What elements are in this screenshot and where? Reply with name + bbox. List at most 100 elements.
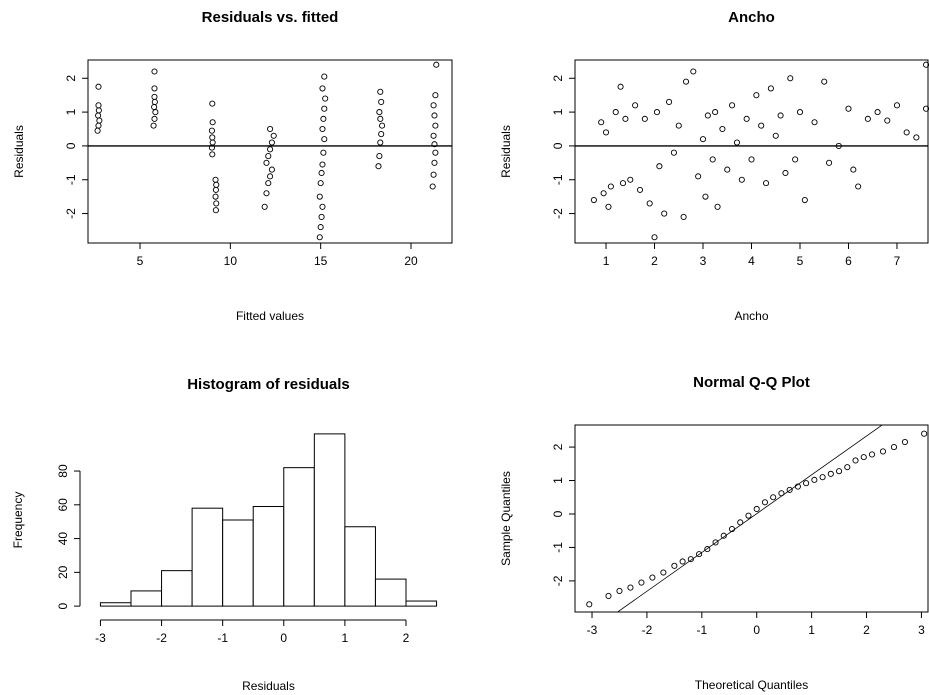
point	[431, 159, 438, 166]
x-tick-label: 0	[280, 631, 287, 645]
y-tick-label: -1	[551, 174, 565, 185]
y-tick-label: 0	[56, 602, 70, 609]
point	[605, 592, 612, 599]
point	[602, 129, 610, 136]
point	[712, 539, 719, 546]
x-tick-label: 6	[845, 254, 852, 268]
point	[376, 153, 383, 160]
point	[864, 115, 871, 122]
y-tick-label: 60	[56, 498, 70, 512]
point	[96, 117, 103, 124]
point	[431, 141, 438, 148]
point	[893, 102, 901, 109]
point	[322, 95, 329, 102]
chart-title: Ancho	[728, 9, 775, 26]
point	[150, 122, 157, 129]
x-tick-label: 2	[651, 254, 658, 268]
point	[712, 109, 719, 116]
point	[811, 119, 818, 126]
point	[845, 105, 852, 112]
point	[268, 166, 275, 173]
point	[430, 171, 437, 178]
point	[762, 180, 770, 187]
point	[321, 136, 328, 143]
y-axis-label: Sample Quantiles	[499, 471, 513, 566]
point	[95, 102, 102, 109]
point	[671, 562, 678, 569]
y-tick-label: 1	[551, 108, 565, 115]
point	[377, 115, 384, 122]
point	[318, 213, 325, 221]
point	[850, 166, 857, 173]
point	[649, 574, 656, 581]
x-tick-label: 5	[137, 254, 144, 268]
point	[151, 93, 158, 100]
bar	[130, 590, 163, 607]
point	[819, 474, 826, 481]
point	[316, 234, 323, 241]
point	[796, 109, 804, 116]
point	[836, 468, 843, 475]
point	[852, 457, 859, 464]
point	[95, 107, 102, 114]
point	[680, 213, 687, 221]
point	[433, 61, 440, 68]
point	[586, 601, 593, 608]
bar	[191, 507, 224, 607]
point	[617, 83, 624, 90]
point	[321, 73, 328, 80]
chart-title: Normal Q-Q Plot	[693, 374, 810, 391]
point	[696, 551, 703, 558]
point	[318, 169, 325, 177]
point	[607, 183, 614, 190]
point	[753, 92, 760, 99]
x-tick-label: 1	[342, 631, 349, 645]
x-tick-label: 1	[603, 254, 610, 268]
point	[209, 151, 216, 158]
point	[714, 203, 721, 210]
point	[319, 161, 326, 168]
point	[270, 132, 277, 139]
point	[429, 183, 436, 190]
point	[651, 234, 658, 241]
x-tick-label: -3	[587, 623, 598, 637]
point	[720, 532, 727, 539]
chart-title: Residuals vs. fitted	[202, 9, 339, 26]
point	[636, 186, 644, 193]
point	[320, 115, 327, 122]
point	[844, 464, 851, 471]
point	[378, 131, 385, 138]
bar	[161, 570, 193, 607]
bar	[405, 600, 438, 607]
x-tick-label: 4	[748, 254, 755, 268]
point	[377, 88, 384, 95]
point	[748, 156, 755, 163]
bar	[252, 505, 285, 607]
y-axis-label: Frequency	[11, 492, 25, 549]
point	[212, 186, 219, 193]
point	[787, 75, 794, 82]
point	[432, 122, 439, 129]
point	[319, 203, 326, 210]
y-tick-label: 2	[551, 443, 565, 450]
y-tick-label: 0	[64, 142, 78, 149]
point	[95, 112, 102, 119]
y-tick-label: -1	[551, 542, 565, 553]
point	[319, 85, 326, 92]
x-tick-label: -3	[95, 631, 106, 645]
x-tick-label: 5	[797, 254, 804, 268]
x-tick-label: -1	[696, 623, 707, 637]
point	[890, 444, 898, 451]
x-axis-label: Residuals	[242, 679, 295, 693]
y-tick-label: 20	[56, 565, 70, 579]
point	[884, 117, 891, 124]
point	[430, 132, 437, 139]
point	[320, 149, 327, 156]
x-tick-label: -2	[156, 631, 167, 645]
point	[660, 569, 667, 576]
panel: Histogram of residuals Residuals Frequency…	[11, 376, 438, 693]
x-tick-label: 0	[753, 623, 760, 637]
point	[738, 176, 745, 183]
point	[377, 139, 384, 146]
point	[317, 224, 324, 231]
